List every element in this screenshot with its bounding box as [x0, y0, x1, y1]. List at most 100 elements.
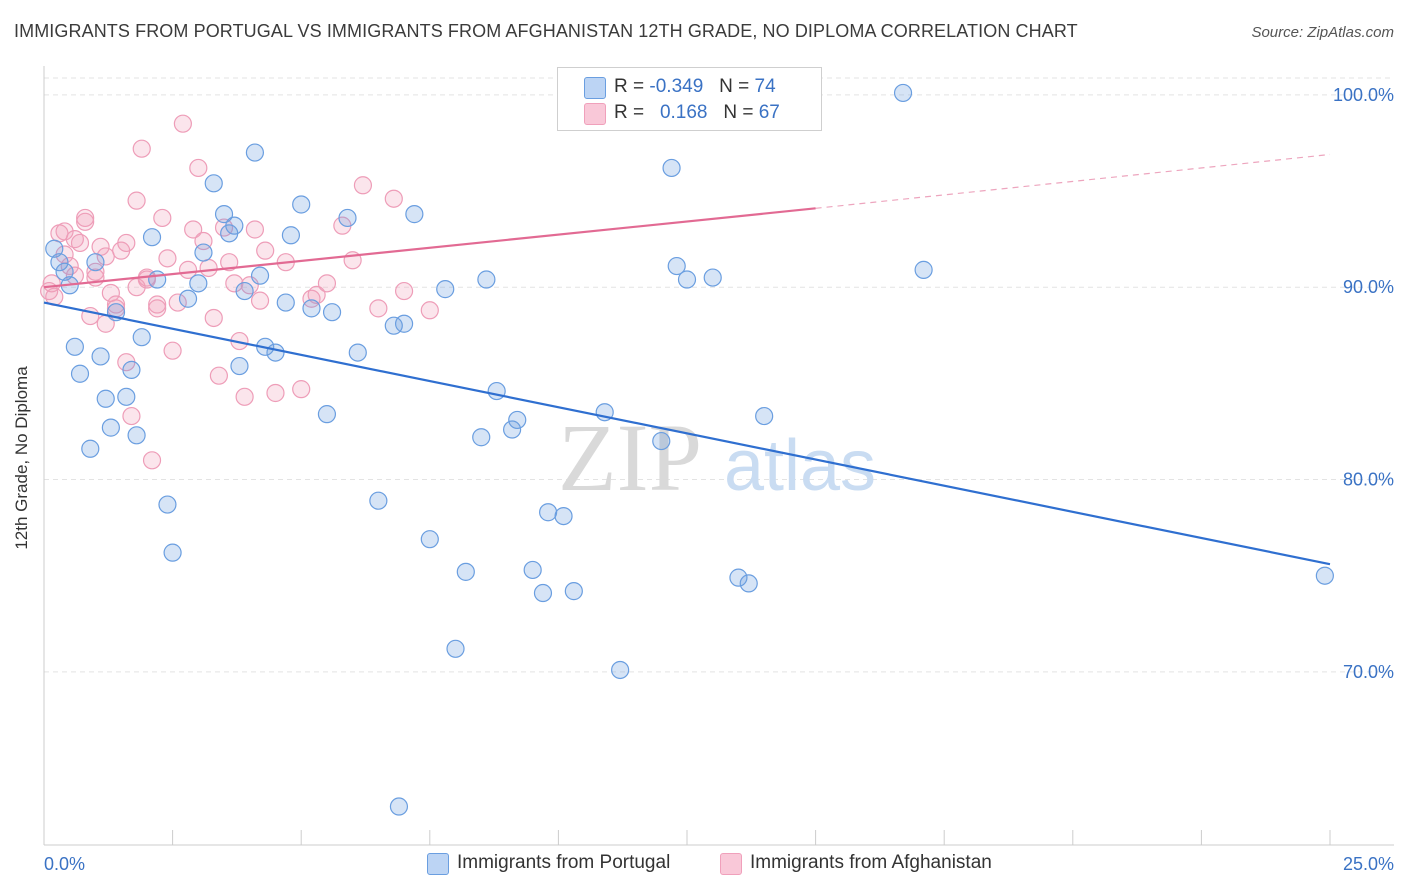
portugal-point: [235, 281, 254, 301]
portugal-point: [405, 205, 424, 224]
y-tick-labels: 70.0% 80.0% 90.0% 100.0%: [1333, 85, 1394, 682]
afghanistan-point: [353, 176, 373, 195]
portugal-point: [276, 293, 295, 312]
portugal-point: [178, 289, 198, 308]
afghanistan-point: [122, 406, 141, 426]
axes: [43, 66, 1394, 846]
portugal-point: [729, 568, 748, 587]
portugal-point: [739, 574, 758, 593]
portugal-point: [127, 426, 146, 445]
portugal-point: [148, 270, 167, 289]
afghanistan-point: [292, 380, 311, 399]
portugal-point: [302, 299, 321, 318]
portugal-point: [194, 243, 213, 262]
afghanistan-point: [384, 189, 403, 208]
portugal-point: [65, 337, 84, 356]
portugal-point: [189, 274, 208, 293]
portugal-point: [317, 405, 337, 424]
portugal-point: [389, 797, 409, 816]
portugal-point: [703, 268, 722, 287]
portugal-point: [677, 270, 697, 289]
afghanistan-point: [266, 383, 285, 403]
portugal-point: [611, 660, 630, 680]
portugal-point: [91, 347, 110, 366]
portugal-point: [245, 143, 265, 162]
source-label: Source: ZipAtlas.com: [1251, 24, 1394, 41]
afghanistan-point: [189, 158, 208, 178]
afghanistan-point: [256, 241, 275, 260]
portugal-point: [86, 253, 105, 272]
portugal-point: [50, 253, 69, 272]
afghanistan-point: [420, 301, 439, 320]
afghanistan-point: [394, 281, 414, 301]
portugal-point: [662, 158, 681, 178]
portugal-point: [914, 260, 933, 279]
afghanistan-point: [142, 451, 162, 470]
afghanistan-point: [60, 256, 79, 276]
afghanistan-point: [117, 233, 136, 253]
portugal-point: [142, 228, 162, 247]
afghanistan-point: [250, 291, 270, 310]
portugal-point: [472, 428, 491, 447]
afghanistan-point: [199, 258, 218, 278]
afghanistan-point: [163, 341, 182, 360]
afghanistan-point: [317, 274, 337, 293]
portugal-point: [70, 364, 90, 383]
portugal-point: [266, 343, 285, 362]
afghanistan-point: [184, 220, 203, 239]
legend-n-label: N =: [719, 76, 750, 97]
x-tick-label-min: 0.0%: [44, 854, 85, 874]
portugal-point: [101, 418, 120, 437]
legend-r-value-portugal: -0.349: [649, 76, 704, 97]
portugal-point: [1315, 566, 1334, 585]
afghanistan-point: [369, 299, 388, 318]
portugal-point: [281, 226, 301, 245]
afghanistan-point: [153, 208, 172, 228]
legend-r-label: R =: [614, 76, 645, 97]
x-tick-label-max: 25.0%: [1343, 854, 1394, 874]
legend-n-label: N =: [723, 102, 754, 123]
portugal-point: [477, 270, 496, 289]
y-tick-label: 80.0%: [1343, 470, 1394, 490]
portugal-point: [564, 582, 583, 601]
portugal-point: [204, 174, 223, 193]
watermark-zip: ZIP: [558, 404, 702, 511]
y-tick-label: 70.0%: [1343, 662, 1394, 682]
portugal-point: [508, 410, 527, 430]
trend-lines: [43, 153, 1331, 566]
afghanistan-point: [245, 220, 265, 239]
portugal-point: [446, 639, 465, 658]
afghanistan-trend-extension: [815, 153, 1331, 209]
correlation-legend: R = -0.349 N = 74 R = 0.168 N = 67: [557, 67, 822, 131]
afghanistan-point: [55, 222, 74, 241]
afghanistan-point: [173, 114, 192, 133]
portugal-point: [55, 262, 74, 281]
portugal-swatch: [584, 77, 606, 99]
portugal-point: [45, 239, 64, 258]
afghanistan-point: [65, 230, 84, 249]
portugal-points: [45, 79, 1334, 816]
afghanistan-trend-line: [43, 207, 816, 289]
afghanistan-point: [225, 274, 244, 293]
portugal-point: [122, 360, 141, 380]
afghanistan-point: [307, 285, 326, 304]
grid-lines: [44, 77, 1394, 673]
portugal-point: [456, 562, 475, 581]
afghanistan-legend-label: Immigrants from Afghanistan: [750, 852, 992, 873]
portugal-legend-label: Immigrants from Portugal: [457, 852, 671, 873]
legend-r-value-afghanistan: 0.168: [659, 102, 708, 123]
afghanistan-point: [178, 260, 198, 279]
afghanistan-point: [132, 139, 151, 158]
legend-n-value-portugal: 74: [754, 76, 776, 97]
portugal-point: [225, 216, 244, 235]
portugal-legend-swatch: [427, 853, 449, 875]
portugal-point: [755, 406, 774, 426]
afghanistan-point: [235, 387, 254, 406]
portugal-point: [667, 256, 686, 276]
portugal-point: [81, 439, 100, 458]
afghanistan-point: [76, 208, 95, 228]
portugal-point: [487, 381, 506, 401]
portugal-point: [338, 208, 357, 228]
portugal-point: [394, 314, 414, 333]
